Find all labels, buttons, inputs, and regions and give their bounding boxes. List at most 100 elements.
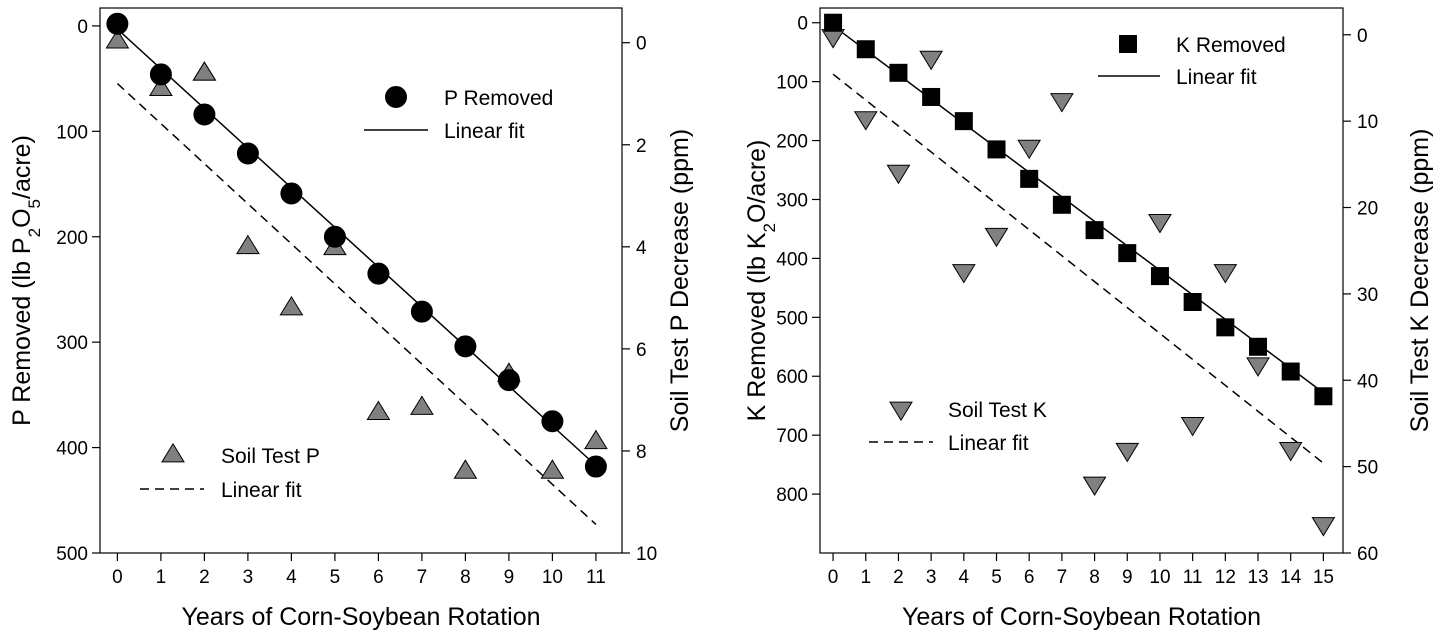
data-point bbox=[987, 140, 1006, 159]
data-point bbox=[1278, 442, 1303, 462]
data-point bbox=[366, 400, 391, 421]
x-tick-label: 7 bbox=[417, 567, 428, 588]
x-tick-label: 11 bbox=[1183, 567, 1203, 588]
x-tick-label: 14 bbox=[1280, 567, 1302, 588]
x-tick-label: 6 bbox=[373, 567, 384, 588]
data-point bbox=[193, 103, 216, 126]
y-left-tick-label: 500 bbox=[776, 308, 808, 329]
data-point bbox=[236, 234, 260, 255]
legend-label: Linear fit bbox=[444, 120, 525, 143]
x-tick-label: 0 bbox=[112, 567, 123, 588]
y-right-tick-label: 8 bbox=[636, 442, 647, 463]
data-point bbox=[1246, 357, 1270, 377]
x-tick-label: 5 bbox=[330, 567, 341, 588]
y-right-tick-label: 0 bbox=[1357, 26, 1368, 47]
data-point bbox=[1052, 195, 1071, 214]
data-point bbox=[410, 300, 433, 323]
data-point bbox=[279, 295, 304, 316]
y-right-tick-label: 0 bbox=[636, 34, 647, 55]
data-point bbox=[824, 13, 843, 32]
y-left-tick-label: 500 bbox=[56, 544, 88, 565]
solid-fit-line bbox=[832, 25, 1324, 394]
y-left-tick-label: 400 bbox=[776, 249, 808, 270]
legend-label: K Removed bbox=[1176, 34, 1286, 57]
data-point bbox=[1150, 267, 1169, 286]
y-right-tick-label: 10 bbox=[1357, 112, 1378, 133]
x-tick-label: 15 bbox=[1313, 567, 1334, 588]
y-right-axis-label: Soil Test K Decrease (ppm) bbox=[1406, 129, 1434, 433]
y-left-axis-label-subscript: 2 bbox=[760, 223, 779, 232]
x-tick-label: 0 bbox=[828, 567, 839, 588]
y-left-tick-label: 300 bbox=[56, 333, 88, 354]
legend-label: Soil Test K bbox=[948, 399, 1047, 422]
data-point bbox=[106, 12, 129, 35]
data-point bbox=[541, 410, 564, 433]
y-left-tick-label: 200 bbox=[56, 228, 88, 249]
dashed-fit-line bbox=[116, 82, 597, 525]
x-tick-label: 3 bbox=[926, 567, 937, 588]
data-point bbox=[367, 262, 390, 285]
data-point bbox=[886, 164, 911, 185]
data-point bbox=[1017, 139, 1042, 160]
legend-label: Linear fit bbox=[221, 479, 302, 502]
y-left-axis-label: P Removed (lb P2O5/acre) bbox=[8, 135, 44, 426]
y-left-tick-label: 0 bbox=[797, 14, 808, 35]
data-point bbox=[1281, 362, 1300, 381]
x-tick-label: 8 bbox=[1089, 567, 1100, 588]
legend-symbol bbox=[161, 442, 185, 463]
legend-label: P Removed bbox=[444, 87, 553, 110]
data-point bbox=[454, 335, 477, 358]
x-tick-label: 1 bbox=[860, 567, 871, 588]
x-tick-label: 9 bbox=[1122, 567, 1133, 588]
legend-label: Soil Test P bbox=[221, 445, 320, 468]
data-point bbox=[236, 142, 259, 165]
x-tick-label: 8 bbox=[460, 567, 471, 588]
y-left-tick-label: 800 bbox=[776, 485, 808, 506]
x-tick-label: 5 bbox=[991, 567, 1002, 588]
solid-fit-line bbox=[116, 28, 597, 467]
x-axis-label: Years of Corn-Soybean Rotation bbox=[181, 603, 540, 631]
y-left-tick-label: 300 bbox=[776, 190, 808, 211]
data-point bbox=[453, 459, 478, 479]
data-point bbox=[853, 111, 878, 131]
data-point bbox=[1314, 387, 1333, 406]
y-left-axis-label-part: /acre) bbox=[8, 135, 36, 199]
x-tick-label: 12 bbox=[1215, 567, 1236, 588]
data-point bbox=[1213, 264, 1238, 284]
x-tick-label: 4 bbox=[959, 567, 970, 588]
y-left-axis-label-subscript: 5 bbox=[25, 199, 44, 208]
y-right-tick-label: 20 bbox=[1357, 199, 1378, 220]
data-point bbox=[1082, 476, 1107, 497]
y-left-axis-label: K Removed (lb K2O/acre) bbox=[743, 140, 779, 422]
y-left-tick-label: 100 bbox=[56, 122, 88, 143]
y-left-axis-label-part: O bbox=[8, 208, 36, 227]
data-point bbox=[951, 264, 976, 284]
y-left-tick-label: 700 bbox=[776, 426, 808, 447]
x-axis-label: Years of Corn-Soybean Rotation bbox=[902, 603, 1261, 631]
x-tick-label: 3 bbox=[243, 567, 254, 588]
y-right-tick-label: 30 bbox=[1357, 285, 1378, 306]
plot-frame bbox=[819, 7, 1344, 554]
y-left-tick-label: 600 bbox=[776, 367, 808, 388]
data-point bbox=[1180, 416, 1205, 437]
data-point bbox=[922, 87, 941, 106]
y-left-axis-label-subscript: 2 bbox=[25, 228, 44, 237]
data-point bbox=[149, 76, 173, 96]
data-point bbox=[919, 50, 944, 71]
data-point bbox=[1118, 244, 1137, 263]
data-point bbox=[1115, 442, 1140, 463]
y-left-axis-label-part: P Removed (lb P bbox=[8, 237, 36, 426]
plot-frame bbox=[99, 7, 623, 554]
data-point bbox=[889, 63, 908, 82]
data-point bbox=[1216, 318, 1235, 337]
y-left-tick-label: 200 bbox=[776, 132, 808, 153]
data-point bbox=[280, 182, 303, 205]
data-point bbox=[1249, 337, 1268, 356]
y-left-axis-label-part: O/acre) bbox=[743, 140, 771, 223]
x-tick-label: 10 bbox=[1149, 567, 1170, 588]
y-left-axis-label-part: K Removed (lb K bbox=[743, 232, 771, 421]
data-point bbox=[1049, 93, 1074, 113]
legend-label: Linear fit bbox=[1176, 66, 1257, 89]
data-point bbox=[954, 112, 973, 131]
